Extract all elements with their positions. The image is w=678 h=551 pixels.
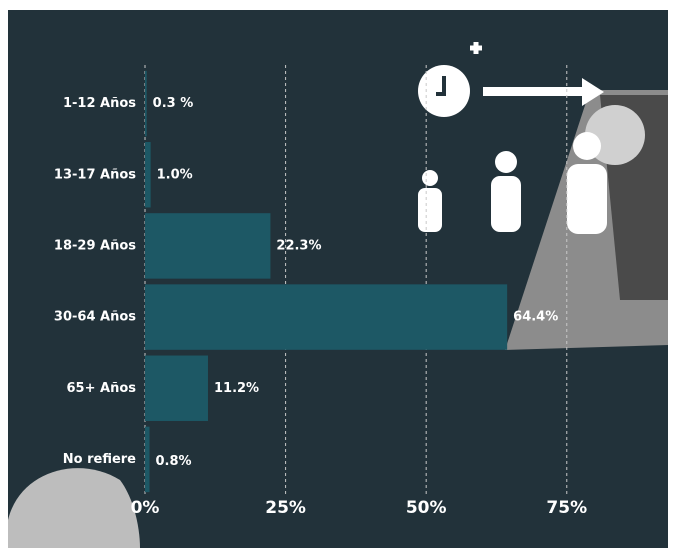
bar: [145, 284, 508, 350]
bar: [145, 426, 150, 493]
x-tick-label: 50%: [406, 498, 447, 518]
y-tick-label: 65+ Años: [67, 381, 137, 396]
x-tick-label: 25%: [265, 498, 306, 518]
y-tick-label: 30-64 Años: [54, 310, 136, 325]
x-tick-label: 75%: [546, 498, 587, 518]
y-tick-label: 13-17 Años: [54, 167, 136, 182]
y-tick-label: No refiere: [63, 452, 136, 467]
y-tick-label: 1-12 Años: [63, 96, 136, 111]
x-tick-label: 0%: [131, 498, 160, 518]
y-tick-label: 18-29 Años: [54, 238, 136, 253]
bar: [145, 142, 151, 208]
value-label: 1.0%: [157, 167, 193, 182]
value-label: 0.3 %: [153, 96, 194, 111]
bar: [145, 355, 208, 421]
value-label: 11.2%: [214, 381, 259, 396]
bar: [145, 213, 271, 279]
value-label: 0.8%: [155, 454, 191, 469]
value-label: 22.3%: [276, 238, 321, 253]
bar: [145, 70, 147, 137]
decoration: [8, 42, 668, 548]
value-label: 64.4%: [513, 310, 558, 325]
